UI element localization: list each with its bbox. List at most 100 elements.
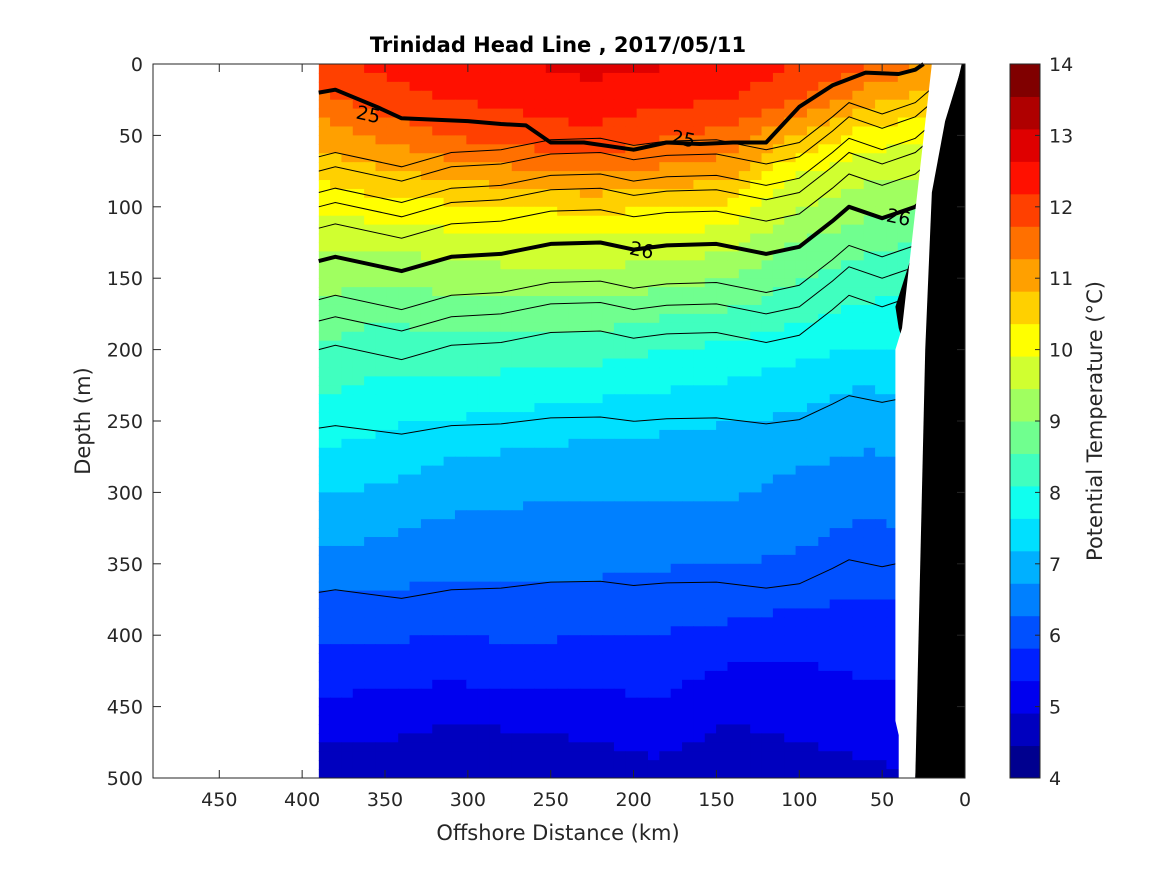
field-cell (500, 242, 513, 253)
field-cell (398, 715, 411, 726)
field-cell (647, 260, 660, 270)
field-cell (375, 545, 388, 556)
field-cell (795, 72, 808, 83)
field-cell (772, 465, 785, 476)
field-cell (613, 376, 626, 386)
field-cell (557, 126, 570, 136)
field-cell (500, 599, 513, 610)
field-cell (670, 385, 683, 395)
field-cell (693, 296, 706, 306)
field-cell (818, 599, 831, 610)
field-cell (341, 367, 354, 377)
field-cell (852, 635, 865, 645)
field-cell (863, 260, 876, 270)
field-cell (818, 278, 831, 288)
field-cell (852, 304, 865, 315)
field-cell (489, 304, 501, 315)
field-cell (398, 64, 411, 74)
field-cell (738, 653, 751, 663)
field-cell (364, 171, 377, 181)
field-cell (625, 706, 638, 717)
field-cell (636, 769, 649, 778)
field-cell (511, 162, 524, 172)
field-cell (613, 661, 626, 672)
field-cell (693, 269, 706, 279)
field-cell (477, 403, 490, 413)
field-cell (841, 376, 853, 386)
field-cell (784, 278, 797, 288)
field-cell (432, 510, 445, 520)
field-cell (795, 322, 808, 333)
field-cell (454, 331, 467, 342)
field-cell (784, 429, 797, 440)
field-cell (364, 706, 377, 717)
field-cell (523, 644, 536, 654)
field-cell (647, 528, 660, 538)
field-cell (829, 769, 842, 778)
field-cell (432, 554, 445, 565)
field-cell (784, 545, 797, 556)
field-cell (591, 162, 604, 172)
field-cell (511, 438, 524, 449)
field-cell (364, 599, 377, 610)
field-cell (511, 358, 524, 369)
field-cell (568, 171, 581, 181)
field-cell (863, 331, 876, 342)
field-cell (647, 581, 660, 592)
field-cell (534, 162, 547, 172)
field-cell (636, 64, 649, 74)
field-cell (829, 322, 842, 333)
field-cell (557, 492, 570, 502)
field-cell (670, 706, 683, 717)
field-cell (716, 171, 729, 181)
field-cell (875, 635, 888, 645)
field-cell (659, 126, 672, 136)
field-cell (738, 188, 751, 199)
field-cell (568, 545, 581, 556)
field-cell (875, 72, 888, 83)
field-cell (704, 760, 717, 770)
field-cell (863, 215, 876, 226)
field-cell (511, 367, 524, 377)
field-cell (659, 394, 672, 404)
field-cell (386, 331, 399, 342)
field-cell (352, 528, 365, 538)
field-cell (886, 215, 899, 226)
field-cell (591, 153, 604, 163)
field-cell (591, 519, 604, 529)
field-cell (613, 563, 626, 574)
field-cell (511, 447, 524, 458)
field-cell (841, 197, 853, 208)
field-cell (716, 599, 729, 610)
field-cell (398, 456, 411, 467)
field-cell (420, 171, 433, 181)
field-cell (716, 287, 729, 297)
field-cell (489, 465, 501, 476)
field-cell (545, 661, 558, 672)
field-cell (489, 135, 501, 145)
field-cell (795, 126, 808, 136)
field-cell (466, 322, 479, 333)
field-cell (557, 278, 570, 288)
field-cell (829, 599, 842, 610)
field-cell (795, 331, 808, 342)
field-cell (602, 251, 615, 261)
field-cell (591, 715, 604, 726)
field-cell (330, 278, 343, 288)
field-cell (704, 528, 717, 538)
field-cell (716, 376, 729, 386)
field-cell (466, 572, 479, 583)
field-cell (534, 117, 547, 128)
field-cell (875, 760, 888, 770)
field-cell (375, 644, 388, 654)
field-cell (420, 724, 433, 734)
field-cell (409, 590, 422, 601)
field-cell (364, 367, 377, 377)
field-cell (704, 724, 717, 734)
field-cell (557, 394, 570, 404)
field-cell (886, 233, 899, 244)
field-cell (727, 590, 740, 601)
field-cell (432, 679, 445, 690)
field-cell (568, 385, 581, 395)
field-cell (443, 394, 456, 404)
